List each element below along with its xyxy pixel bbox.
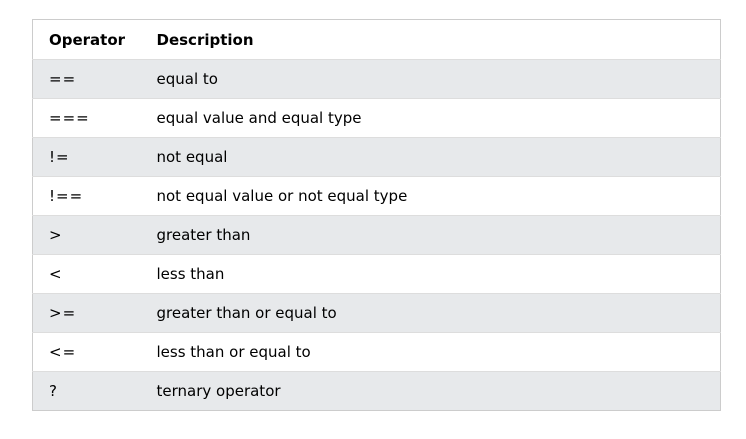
table-row: <= less than or equal to — [32, 332, 721, 372]
description-cell: ternary operator — [156, 382, 281, 400]
operator-cell: >= — [49, 304, 77, 322]
table-row: >= greater than or equal to — [32, 293, 721, 333]
description-cell: not equal — [156, 148, 228, 166]
column-header-description: Description — [156, 31, 254, 49]
description-cell: equal to — [156, 70, 218, 88]
table-header-row: Operator Description — [33, 20, 721, 60]
operator-cell: < — [49, 265, 63, 283]
description-cell: less than — [156, 265, 225, 283]
table-row: !== not equal value or not equal type — [32, 176, 721, 216]
table-row: != not equal — [32, 137, 721, 177]
operator-cell: == — [49, 70, 77, 88]
operator-cell: ? — [49, 382, 58, 400]
table-row: > greater than — [32, 215, 721, 255]
operator-cell: != — [49, 148, 70, 166]
description-cell: less than or equal to — [156, 343, 311, 361]
description-cell: greater than — [156, 226, 251, 244]
operator-cell: <= — [49, 343, 77, 361]
description-cell: not equal value or not equal type — [156, 187, 408, 205]
operator-cell: > — [49, 226, 63, 244]
description-cell: greater than or equal to — [156, 304, 337, 322]
table-row: < less than — [32, 254, 721, 294]
table-row: == equal to — [32, 59, 721, 99]
operator-cell: !== — [49, 187, 84, 205]
comparison-operators-table-container: Operator Description == equal to === equ… — [32, 19, 721, 411]
comparison-operators-table: Operator Description == equal to === equ… — [32, 19, 721, 411]
operator-cell: === — [49, 109, 90, 127]
table-row: === equal value and equal type — [32, 98, 721, 138]
column-header-operator: Operator — [49, 31, 126, 49]
description-cell: equal value and equal type — [156, 109, 362, 127]
table-row: ? ternary operator — [32, 371, 721, 411]
